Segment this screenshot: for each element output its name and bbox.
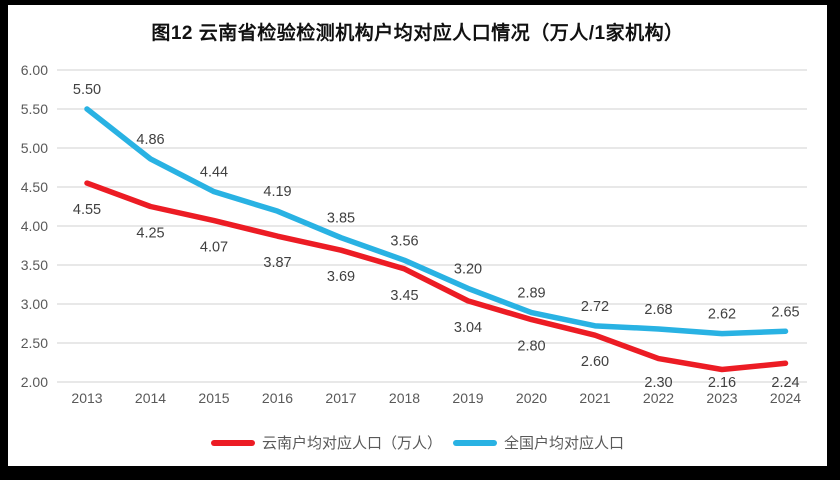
data-label-series-1: 3.85 [327, 211, 355, 227]
legend-label-yunnan: 云南户均对应人口（万人） [261, 435, 442, 452]
x-axis-tick-label: 2015 [198, 390, 229, 406]
legend-swatch-national-icon [453, 439, 497, 446]
data-label-series-1: 5.50 [73, 82, 101, 98]
data-label-series-1: 3.56 [390, 233, 418, 249]
data-label-series-0: 2.30 [644, 375, 672, 391]
data-label-series-0: 3.69 [327, 269, 355, 285]
data-label-series-0: 4.07 [200, 240, 228, 256]
legend-item-national: 全国户均对应人口 [453, 432, 624, 453]
y-axis-tick-label: 5.00 [21, 140, 48, 156]
chart-title: 图12 云南省检验检测机构户均对应人口情况（万人/1家机构） [151, 23, 684, 44]
y-axis-tick-label: 2.00 [21, 374, 48, 390]
x-axis-tick-label: 2022 [643, 390, 674, 406]
x-axis-tick-label: 2024 [770, 390, 801, 406]
y-axis-tick-label: 4.50 [21, 179, 48, 195]
y-axis-tick-label: 6.00 [21, 62, 48, 78]
x-axis-tick-label: 2016 [262, 390, 293, 406]
x-axis-tick-label: 2020 [516, 390, 547, 406]
data-label-series-1: 4.44 [200, 165, 228, 181]
data-label-series-0: 2.60 [581, 354, 609, 370]
x-axis-tick-label: 2023 [706, 390, 737, 406]
chart-frame: 图12 云南省检验检测机构户均对应人口情况（万人/1家机构） 6.00 5.50 5… [8, 5, 827, 466]
data-label-series-1: 3.20 [454, 261, 482, 277]
data-label-series-1: 2.65 [771, 304, 799, 320]
x-axis-tick-label: 2013 [71, 390, 102, 406]
data-label-series-1: 2.72 [581, 299, 609, 315]
data-label-series-0: 4.55 [73, 202, 101, 218]
data-label-series-0: 4.25 [136, 226, 164, 242]
series-line-0 [84, 180, 789, 373]
x-axis-tick-label: 2019 [452, 390, 483, 406]
data-label-series-0: 3.04 [454, 320, 482, 336]
x-axis-tick-label: 2014 [135, 390, 166, 406]
data-label-series-0: 3.87 [263, 255, 291, 271]
data-label-series-0: 2.80 [517, 339, 545, 355]
y-axis-tick-label: 2.50 [21, 335, 48, 351]
y-axis-tick-label: 3.50 [21, 257, 48, 273]
data-label-series-0: 2.16 [708, 375, 736, 391]
legend-item-yunnan: 云南户均对应人口（万人） [210, 432, 442, 453]
data-label-series-1: 4.19 [263, 184, 291, 200]
y-axis-tick-label: 5.50 [21, 101, 48, 117]
data-label-series-0: 2.24 [771, 375, 799, 391]
legend-swatch-yunnan-icon [210, 439, 255, 446]
data-label-series-1: 2.62 [708, 307, 736, 323]
y-axis-tick-label: 3.00 [21, 296, 48, 312]
x-axis-tick-label: 2021 [579, 390, 610, 406]
series-line-1 [84, 106, 789, 337]
y-axis-tick-label: 4.00 [21, 218, 48, 234]
line-chart-plot-area: 6.00 5.50 5.00 4.50 4.00 3.50 3.00 2.50 2.00 2013… [21, 62, 807, 406]
chart-legend: 云南户均对应人口（万人） 全国户均对应人口 [8, 432, 827, 453]
x-axis-tick-label: 2017 [325, 390, 356, 406]
data-label-series-1: 2.89 [517, 286, 545, 302]
legend-label-national: 全国户均对应人口 [504, 435, 625, 452]
data-label-series-1: 2.68 [644, 302, 672, 318]
data-label-series-1: 4.86 [136, 132, 164, 148]
data-label-series-0: 3.45 [390, 288, 418, 304]
x-axis-tick-label: 2018 [389, 390, 420, 406]
